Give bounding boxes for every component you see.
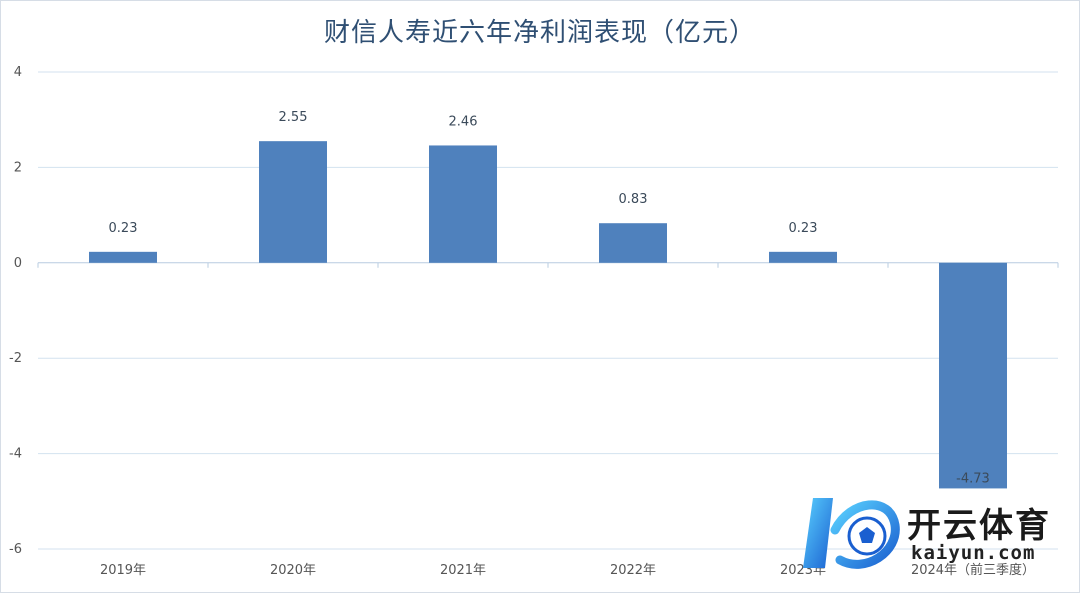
y-tick-label: 0	[14, 256, 22, 271]
bar	[769, 251, 837, 263]
x-tick-label: 2020年	[270, 563, 316, 578]
data-label: 2.46	[449, 114, 478, 129]
x-tick-label: 2021年	[440, 563, 486, 578]
y-tick-label: -6	[9, 542, 22, 557]
data-label: 0.23	[789, 221, 818, 236]
x-tick-label: 2019年	[100, 563, 146, 578]
x-tick-label: 2024年（前三季度）	[911, 562, 1035, 578]
x-tick-label: 2022年	[610, 563, 656, 578]
bar	[259, 141, 327, 263]
chart-title: 财信人寿近六年净利润表现（亿元）	[323, 18, 756, 48]
data-label: 0.83	[619, 192, 648, 207]
data-label: 0.23	[109, 221, 138, 236]
y-tick-label: 2	[14, 160, 22, 175]
y-tick-label: -4	[9, 447, 22, 462]
x-tick-label: 2023年	[780, 563, 826, 578]
data-label: 2.55	[279, 110, 308, 125]
bar	[429, 145, 497, 263]
bar	[89, 251, 157, 263]
y-tick-label: 4	[14, 65, 22, 80]
bar	[599, 223, 667, 263]
bar	[939, 262, 1007, 489]
y-tick-label: -2	[9, 351, 22, 366]
data-label: -4.73	[956, 471, 990, 486]
